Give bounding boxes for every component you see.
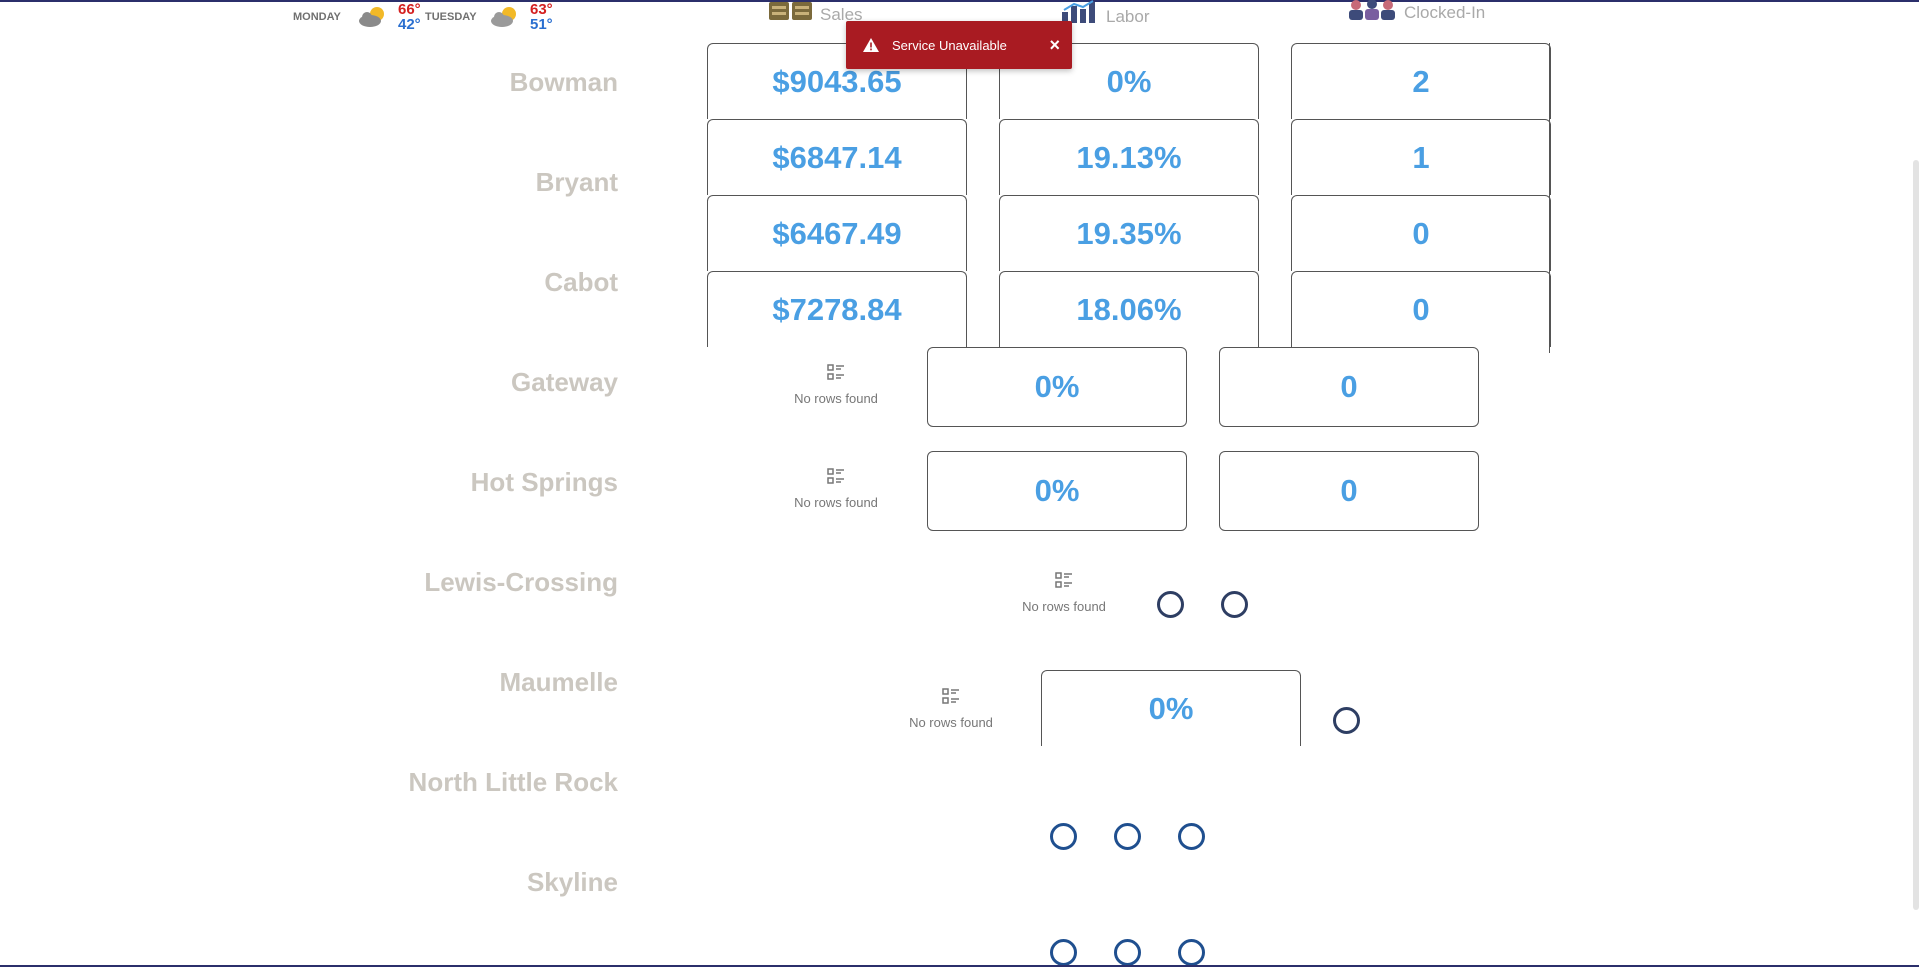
- store-name: Skyline: [526, 867, 618, 897]
- weather-high: 63°: [530, 1, 553, 18]
- store-name: North Little Rock: [408, 767, 618, 797]
- loading-spinner-icon: [1178, 939, 1205, 966]
- sales-value: $6847.14: [707, 119, 967, 195]
- sales-value: $7278.84: [707, 271, 967, 347]
- partly-cloudy-icon: [359, 7, 384, 27]
- clocked-in-value: 0: [1219, 347, 1479, 427]
- partly-cloudy-icon: [491, 7, 516, 27]
- store-name: Maumelle: [499, 667, 619, 697]
- empty-label: No rows found: [1022, 599, 1106, 614]
- column-header-sales: Sales: [820, 5, 863, 24]
- list-icon: [827, 468, 844, 484]
- column-header-clocked-in: Clocked-In: [1404, 3, 1486, 22]
- store-name: Hot Springs: [470, 467, 618, 497]
- list-icon: [942, 688, 959, 704]
- weather-day: MONDAY: [293, 11, 341, 23]
- loading-spinner-icon: [1114, 823, 1141, 850]
- sales-value: $6467.49: [707, 195, 967, 271]
- people-icon: [1349, 0, 1395, 20]
- column-header-labor: Labor: [1106, 7, 1150, 26]
- empty-label: No rows found: [909, 715, 993, 730]
- top-border: [0, 0, 1919, 2]
- bar-chart-icon: [1062, 0, 1095, 23]
- store-name: Lewis-Crossing: [424, 567, 618, 597]
- loading-spinner-icon: [1157, 591, 1184, 618]
- empty-label: No rows found: [794, 391, 878, 406]
- loading-spinner-icon: [1333, 707, 1360, 734]
- clocked-in-value: 0: [1219, 451, 1479, 531]
- loading-spinner-icon: [1050, 823, 1077, 850]
- warning-icon: [863, 38, 879, 52]
- clocked-in-value: 0: [1291, 271, 1551, 347]
- empty-state: No rows found: [776, 468, 896, 510]
- store-name: Bowman: [509, 67, 618, 97]
- clocked-in-value: 2: [1291, 43, 1551, 119]
- labor-value: 0%: [927, 451, 1187, 531]
- store-name: Cabot: [544, 267, 618, 297]
- cash-register-icon: [769, 2, 812, 20]
- loading-spinner-icon: [1050, 939, 1077, 966]
- toast-message: Service Unavailable: [892, 37, 1007, 53]
- empty-state: No rows found: [776, 364, 896, 406]
- bottom-border: [0, 965, 1919, 967]
- clocked-in-value: 1: [1291, 119, 1551, 195]
- loading-spinner-icon: [1178, 823, 1205, 850]
- loading-spinner-icon: [1114, 939, 1141, 966]
- empty-label: No rows found: [794, 495, 878, 510]
- empty-state: No rows found: [891, 688, 1011, 730]
- list-icon: [1055, 572, 1072, 588]
- loading-spinner-icon: [1221, 591, 1248, 618]
- labor-value: 0%: [999, 43, 1259, 119]
- error-toast: Service Unavailable ×: [846, 21, 1072, 69]
- empty-state: No rows found: [1004, 572, 1124, 614]
- card-border: [1549, 43, 1550, 353]
- labor-value: 0%: [1041, 670, 1301, 746]
- store-name: Gateway: [511, 367, 618, 397]
- weather-high: 66°: [398, 1, 421, 18]
- weather-low: 51°: [530, 16, 553, 33]
- clocked-in-value: 0: [1291, 195, 1551, 271]
- list-icon: [827, 364, 844, 380]
- weather-day: TUESDAY: [425, 11, 477, 23]
- weather-low: 42°: [398, 16, 421, 33]
- close-icon[interactable]: ×: [1049, 35, 1060, 55]
- sales-value: $9043.65: [707, 43, 967, 119]
- labor-value: 18.06%: [999, 271, 1259, 347]
- scrollbar[interactable]: [1913, 160, 1919, 910]
- labor-value: 19.35%: [999, 195, 1259, 271]
- labor-value: 19.13%: [999, 119, 1259, 195]
- labor-value: 0%: [927, 347, 1187, 427]
- store-name: Bryant: [535, 167, 618, 197]
